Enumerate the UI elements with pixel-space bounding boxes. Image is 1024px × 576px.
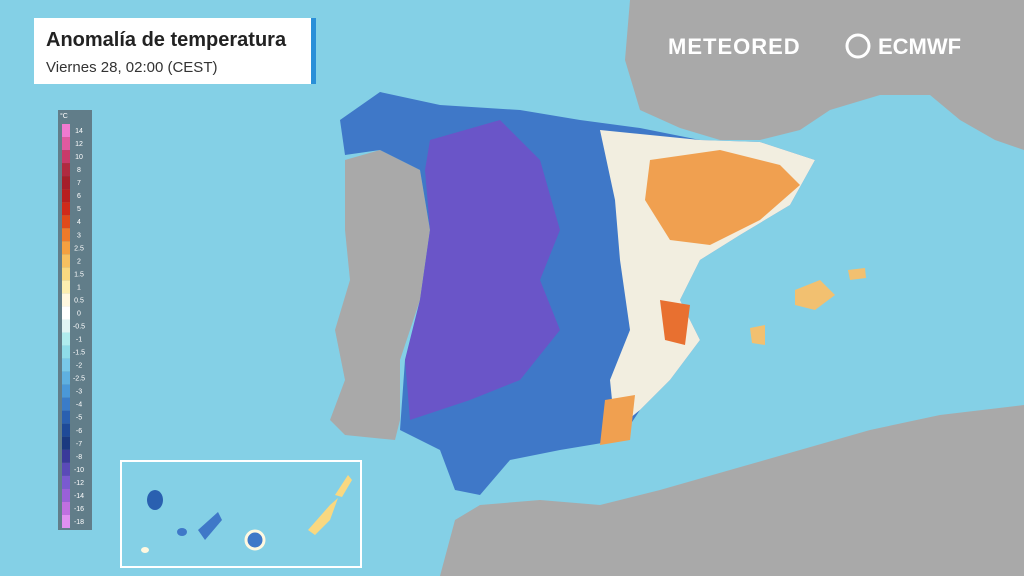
legend-swatch: [62, 215, 70, 229]
legend-label: -10: [74, 467, 84, 474]
legend-label: -0.5: [73, 324, 85, 331]
island: [177, 528, 187, 536]
legend-swatch: [62, 436, 70, 450]
brand-logo: METEORED: [668, 34, 801, 59]
legend-label: 3: [77, 232, 81, 239]
legend-label: 8: [77, 167, 81, 174]
warm-core: [600, 395, 635, 445]
legend-swatch: [62, 163, 70, 177]
legend-swatch: [62, 332, 70, 346]
title-accent: [311, 18, 316, 84]
subtitle: Viernes 28, 02:00 (CEST): [46, 59, 217, 76]
legend-swatch: [62, 150, 70, 164]
legend-label: -5: [76, 415, 82, 422]
warm-core: [660, 300, 690, 345]
legend-swatch: [62, 124, 70, 138]
legend-label: 1: [77, 284, 81, 291]
legend-label: 4: [77, 219, 81, 226]
legend-label: 7: [77, 180, 81, 187]
legend-label: 6: [77, 193, 81, 200]
title: Anomalía de temperatura: [46, 29, 287, 51]
island: [147, 490, 163, 510]
legend-label: -2.5: [73, 376, 85, 383]
legend-swatch: [62, 189, 70, 203]
legend-swatch: [62, 228, 70, 242]
legend-swatch: [62, 306, 70, 320]
island: [141, 547, 149, 553]
legend-label: 2: [77, 258, 81, 265]
legend-label: -7: [76, 441, 82, 448]
legend-label: -12: [74, 480, 84, 487]
legend: 14 12 10 8 7 6 5 4 3 2.5 2 1.5 1 0.5 0 -0.5 -1 -1.5 -2 -2.5…: [62, 124, 85, 528]
legend-swatch: [62, 280, 70, 294]
island: [335, 475, 352, 497]
france: [625, 0, 1024, 150]
legend-label: -2: [76, 363, 82, 370]
legend-label: 10: [75, 154, 83, 161]
legend-label: 14: [75, 128, 83, 135]
legend-swatch: [62, 241, 70, 255]
legend-label: 5: [77, 206, 81, 213]
legend-label: 0: [77, 310, 81, 317]
legend-swatch: [62, 345, 70, 359]
legend-label: 1.5: [74, 271, 84, 278]
legend-swatch: [62, 475, 70, 489]
legend-swatch: [62, 319, 70, 333]
legend-swatch: [62, 462, 70, 476]
legend-swatch: [62, 137, 70, 151]
legend-swatch: [62, 254, 70, 268]
legend-label: -16: [74, 506, 84, 513]
island: [308, 498, 338, 535]
island: [198, 512, 222, 540]
title-box: [34, 18, 316, 84]
portugal: [330, 150, 430, 440]
legend-swatch: [62, 449, 70, 463]
balearic: [848, 268, 866, 280]
legend-label: 2.5: [74, 245, 84, 252]
legend-swatch: [62, 358, 70, 372]
legend-label: -3: [76, 389, 82, 396]
legend-label: -6: [76, 428, 82, 435]
balearic: [795, 280, 835, 310]
cold-core: [405, 120, 560, 420]
legend-label: -18: [74, 519, 84, 526]
legend-label: 12: [75, 141, 83, 148]
legend-swatch: [62, 202, 70, 216]
legend-swatch: [62, 397, 70, 411]
africa: [440, 405, 1024, 576]
legend-swatch: [62, 293, 70, 307]
legend-swatch: [62, 501, 70, 515]
legend-label: -1: [76, 337, 82, 344]
legend-swatch: [62, 410, 70, 424]
partner-logo: ECMWF: [878, 34, 961, 59]
partner-icon: [845, 33, 871, 59]
legend-label: 0.5: [74, 297, 84, 304]
warm-core: [645, 150, 800, 245]
legend-label: -1.5: [73, 350, 85, 357]
legend-swatch: [62, 384, 70, 398]
legend-swatch: [62, 514, 70, 528]
legend-label: -8: [76, 454, 82, 461]
inset-frame: [120, 460, 362, 568]
legend-swatch: [62, 423, 70, 437]
island: [244, 529, 266, 551]
balearic: [750, 325, 765, 345]
legend-label: -4: [76, 402, 82, 409]
legend-unit: °C: [60, 112, 68, 120]
legend-swatch: [62, 371, 70, 385]
legend-swatch: [62, 267, 70, 281]
legend-swatch: [62, 488, 70, 502]
legend-swatch: [62, 176, 70, 190]
legend-label: -14: [74, 493, 84, 500]
